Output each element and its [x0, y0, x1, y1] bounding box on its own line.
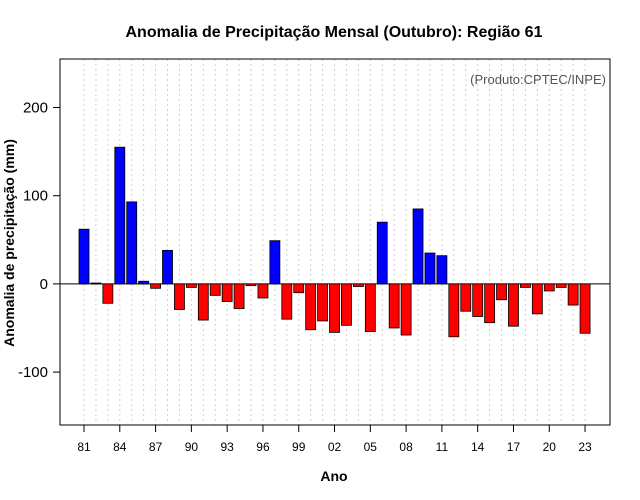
bar-2010: [424, 252, 436, 285]
bar-2013: [460, 283, 472, 312]
bar-2014: [472, 283, 484, 317]
bar-2017: [508, 283, 519, 327]
x-tick-label: 84: [113, 440, 127, 454]
bar-2007: [388, 283, 400, 329]
bar-2008: [400, 283, 412, 336]
bar-2015: [484, 283, 496, 324]
x-tick-label: 02: [328, 440, 342, 454]
bar-1981: [78, 228, 90, 285]
x-tick-label: 87: [149, 440, 163, 454]
x-tick-label: 96: [256, 440, 270, 454]
bar-2012: [448, 283, 460, 338]
y-tick-label: 0: [40, 276, 48, 293]
bar-1984: [114, 146, 126, 285]
x-axis-label: Ano: [320, 468, 347, 484]
bar-1995: [245, 283, 257, 287]
x-tick-label: 11: [436, 440, 449, 454]
x-tick-label: 81: [77, 440, 91, 454]
x-tick-label: 99: [292, 440, 306, 454]
bar-1985: [126, 201, 138, 285]
bar-2003: [341, 283, 352, 326]
bar-1982: [90, 282, 102, 285]
bar-2002: [329, 283, 340, 333]
bar-1988: [162, 249, 173, 285]
x-tick-label: 20: [543, 440, 557, 454]
source-note: (Produto:CPTEC/INPE): [470, 72, 606, 87]
bar-2004: [352, 283, 364, 287]
bar-1983: [102, 283, 114, 304]
bar-1996: [257, 283, 269, 299]
x-tick-label: 90: [185, 440, 199, 454]
bar-1989: [174, 283, 185, 310]
bar-2020: [543, 283, 555, 292]
y-tick-label: 100: [23, 188, 48, 205]
bar-1998: [281, 283, 293, 320]
bar-1994: [233, 283, 245, 309]
bar-2000: [305, 283, 317, 331]
bar-2001: [317, 283, 329, 322]
x-tick-label: 14: [471, 440, 485, 454]
bar-2018: [520, 283, 531, 288]
bar-2011: [436, 255, 448, 285]
x-tick-label: 05: [364, 440, 378, 454]
x-tick-label: 93: [220, 440, 234, 454]
x-tick-label: 17: [507, 440, 521, 454]
bar-2022: [567, 283, 579, 306]
bar-2021: [555, 283, 567, 288]
bar-1986: [138, 280, 150, 285]
y-tick-label: 200: [23, 100, 48, 117]
bar-1993: [221, 283, 233, 302]
x-tick-label: 08: [399, 440, 413, 454]
bar-2023: [579, 283, 591, 334]
x-axis: 81 84 87 90 93 96 99 02 05 08 11 14 17 20 23: [77, 425, 592, 454]
bar-1999: [293, 283, 305, 294]
x-tick-label: 23: [578, 440, 592, 454]
bars: [78, 146, 591, 338]
bar-2005: [364, 283, 376, 332]
y-axis: -100 0 100 200: [18, 100, 60, 381]
bar-2019: [531, 283, 543, 315]
bar-1992: [209, 283, 221, 296]
bar-1997: [269, 240, 281, 285]
bar-2009: [412, 208, 424, 285]
grid: [83, 59, 586, 425]
bar-1987: [150, 283, 161, 289]
bar-2016: [496, 283, 507, 301]
y-axis-label: Anomalia de precipitação (mm): [1, 139, 17, 347]
chart-title: Anomalia de Precipitação Mensal (Outubro…: [126, 24, 543, 41]
bar-1990: [185, 283, 197, 288]
bar-2006: [376, 221, 388, 285]
y-tick-label: -100: [18, 364, 48, 381]
bar-1991: [197, 283, 209, 321]
